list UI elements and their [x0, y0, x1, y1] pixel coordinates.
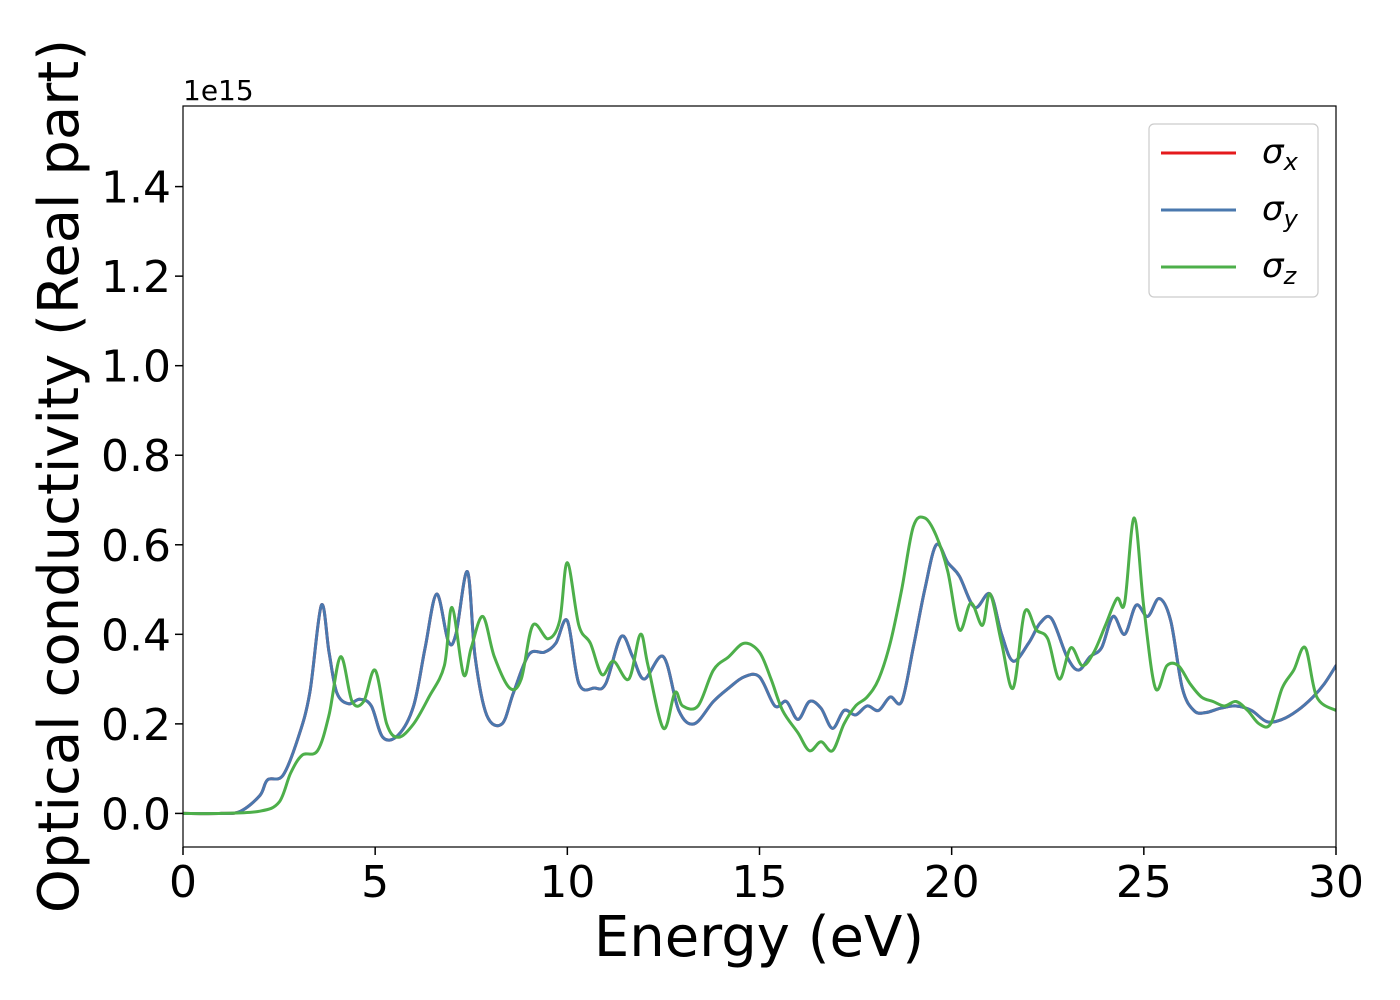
x-tick-label: 0 — [169, 857, 197, 908]
x-tick-label: 30 — [1308, 857, 1364, 908]
y-tick-label: 0.2 — [101, 700, 171, 751]
legend-label-z: σz — [1262, 246, 1298, 290]
legend: σx σy σz — [1148, 123, 1319, 298]
x-axis: 0 5 10 15 20 25 30 — [169, 847, 1364, 908]
x-tick-label: 15 — [732, 857, 788, 908]
x-tick-label: 10 — [539, 857, 595, 908]
y-tick-label: 0.8 — [101, 431, 171, 482]
x-tick-label: 20 — [924, 857, 980, 908]
y-tick-label: 0.6 — [101, 521, 171, 572]
y-axis: 0.0 0.2 0.4 0.6 0.8 1.0 1.2 1.4 — [101, 163, 183, 840]
y-axis-label: Optical conductivity (Real part) — [27, 39, 92, 913]
plot-lines — [183, 515, 1336, 816]
y-tick-label: 0.4 — [101, 610, 171, 661]
x-axis-label: Energy (eV) — [594, 905, 924, 970]
series-line-z — [183, 515, 1336, 816]
x-tick-label: 25 — [1116, 857, 1172, 908]
legend-label-x: σx — [1262, 132, 1299, 176]
series-line-y — [183, 542, 1336, 816]
x-tick-label: 5 — [361, 857, 389, 908]
y-tick-label: 1.2 — [101, 252, 171, 303]
y-tick-label: 1.4 — [101, 163, 171, 214]
y-tick-label: 0.0 — [101, 789, 171, 840]
legend-label-y: σy — [1262, 189, 1299, 233]
y-tick-label: 1.0 — [101, 342, 171, 393]
y-offset-label: 1e15 — [183, 74, 254, 107]
